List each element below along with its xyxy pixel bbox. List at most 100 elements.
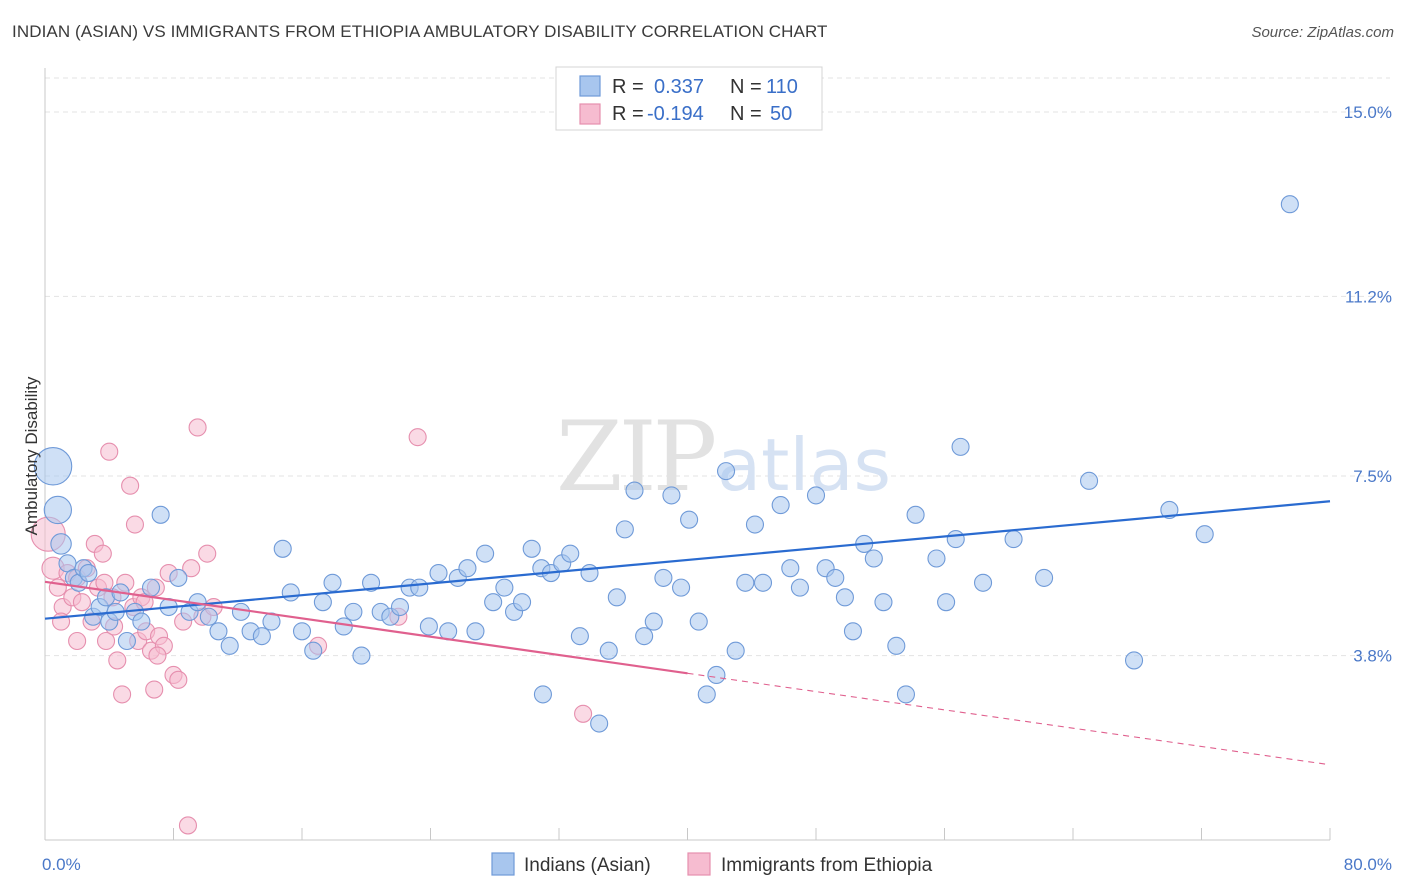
watermark: ZIP atlas	[556, 401, 891, 513]
indians-point-96	[906, 505, 925, 524]
indians-point-89	[835, 588, 854, 607]
indians-point-16	[132, 612, 151, 631]
indians-point-61	[561, 544, 580, 563]
indians-point-24	[209, 622, 228, 641]
ethiopia-point-32	[178, 816, 198, 835]
ethiopia-point-13	[96, 631, 116, 651]
indians-point-81	[745, 515, 765, 534]
series-indians-asian-points	[33, 195, 1299, 733]
indians-point-65	[599, 641, 618, 660]
legend-n-label-2: N =	[730, 103, 762, 125]
indians-point-46	[429, 564, 448, 583]
indians-point-86	[806, 486, 826, 505]
ethiopia-point-40	[125, 515, 144, 534]
legend-swatch-blue	[579, 75, 601, 97]
indians-point-30	[273, 539, 292, 558]
ethiopia-point-46	[408, 428, 427, 447]
ethiopia-point-47	[574, 704, 593, 723]
indians-point-36	[334, 617, 353, 636]
indians-point-45	[419, 617, 438, 636]
indians-point-93	[874, 593, 893, 612]
ethiopia-point-7	[72, 593, 91, 612]
bottom-legend-label-pink: Immigrants from Ethiopia	[721, 855, 933, 876]
indians-point-92	[864, 549, 883, 568]
legend-r-label-2: R =	[612, 103, 644, 125]
indians-point-106	[1160, 500, 1179, 520]
indians-point-35	[323, 573, 342, 592]
ethiopia-point-12	[93, 544, 112, 563]
chart-source: Source: ZipAtlas.com	[1251, 24, 1394, 41]
indians-point-64	[590, 714, 609, 733]
indians-point-105	[1124, 651, 1144, 670]
indians-point-72	[662, 486, 681, 505]
indians-point-42	[390, 597, 410, 617]
indians-point-102	[1004, 530, 1023, 549]
regression-line-indians	[44, 500, 1331, 620]
ethiopia-point-42	[68, 631, 87, 651]
indians-point-98	[937, 593, 956, 612]
indians-point-74	[680, 510, 699, 529]
indians-point-85	[790, 578, 809, 597]
indians-point-90	[843, 622, 862, 641]
indians-point-28	[252, 627, 271, 646]
indians-point-75	[689, 612, 708, 631]
y-tick-label-1: 7.5%	[1353, 467, 1392, 486]
indians-point-82	[753, 573, 773, 592]
regression-line-ethiopia-solid	[44, 580, 688, 675]
indians-point-66	[607, 588, 626, 607]
indians-point-31	[281, 583, 300, 602]
ethiopia-point-30	[169, 670, 188, 689]
indians-point-67	[615, 520, 634, 539]
bottom-legend-label-blue: Indians (Asian)	[524, 855, 651, 876]
y-tick-label-3: 15.0%	[1344, 103, 1392, 122]
indians-point-20	[169, 568, 188, 587]
indians-point-38	[352, 646, 371, 665]
watermark-atlas: atlas	[717, 423, 891, 507]
indians-point-53	[495, 578, 514, 597]
indians-point-2	[50, 533, 72, 555]
ethiopia-point-17	[113, 685, 132, 704]
legend-r-value-1: 0.337	[654, 76, 704, 98]
indians-point-17	[141, 578, 161, 597]
bottom-legend-swatch-blue	[491, 852, 515, 876]
indians-point-77	[707, 665, 726, 685]
legend-r-label-1: R =	[612, 76, 644, 98]
indians-point-101	[973, 573, 993, 592]
indians-point-78	[716, 462, 736, 481]
indians-point-26	[231, 602, 251, 621]
indians-point-59	[533, 685, 552, 704]
indians-point-55	[513, 593, 532, 612]
indians-point-88	[826, 568, 845, 587]
ethiopia-point-44	[145, 680, 164, 699]
ethiopia-point-33	[182, 559, 201, 578]
grid-lines	[45, 77, 1390, 657]
regression-lines	[44, 500, 1331, 766]
ethiopia-point-43	[148, 646, 167, 665]
indians-point-107	[1195, 525, 1214, 544]
indians-point-34	[313, 593, 332, 612]
indians-point-37	[344, 602, 363, 621]
indians-point-50	[466, 622, 485, 641]
indians-point-100	[951, 437, 970, 456]
indians-point-1	[43, 495, 73, 525]
indians-point-79	[726, 641, 745, 660]
x-tick-label-1: 80.0%	[1344, 855, 1392, 874]
indians-point-99	[946, 530, 965, 549]
indians-point-97	[927, 549, 946, 568]
indians-point-52	[484, 593, 503, 612]
indians-point-80	[736, 573, 755, 592]
indians-point-76	[697, 685, 716, 704]
indians-point-44	[410, 578, 429, 597]
ethiopia-point-34	[188, 418, 207, 437]
legend-n-label-1: N =	[730, 76, 762, 98]
legend-swatch-pink	[579, 103, 601, 125]
indians-point-70	[644, 612, 663, 631]
indians-point-39	[362, 573, 381, 592]
legend: R = 0.337 N = 110 R = -0.194 N = 50	[555, 66, 823, 131]
indians-point-63	[580, 564, 599, 583]
indians-point-56	[522, 539, 541, 558]
legend-n-value-1: 110	[766, 76, 798, 98]
indians-point-62	[570, 627, 589, 646]
regression-line-ethiopia-dashed	[687, 672, 1331, 766]
